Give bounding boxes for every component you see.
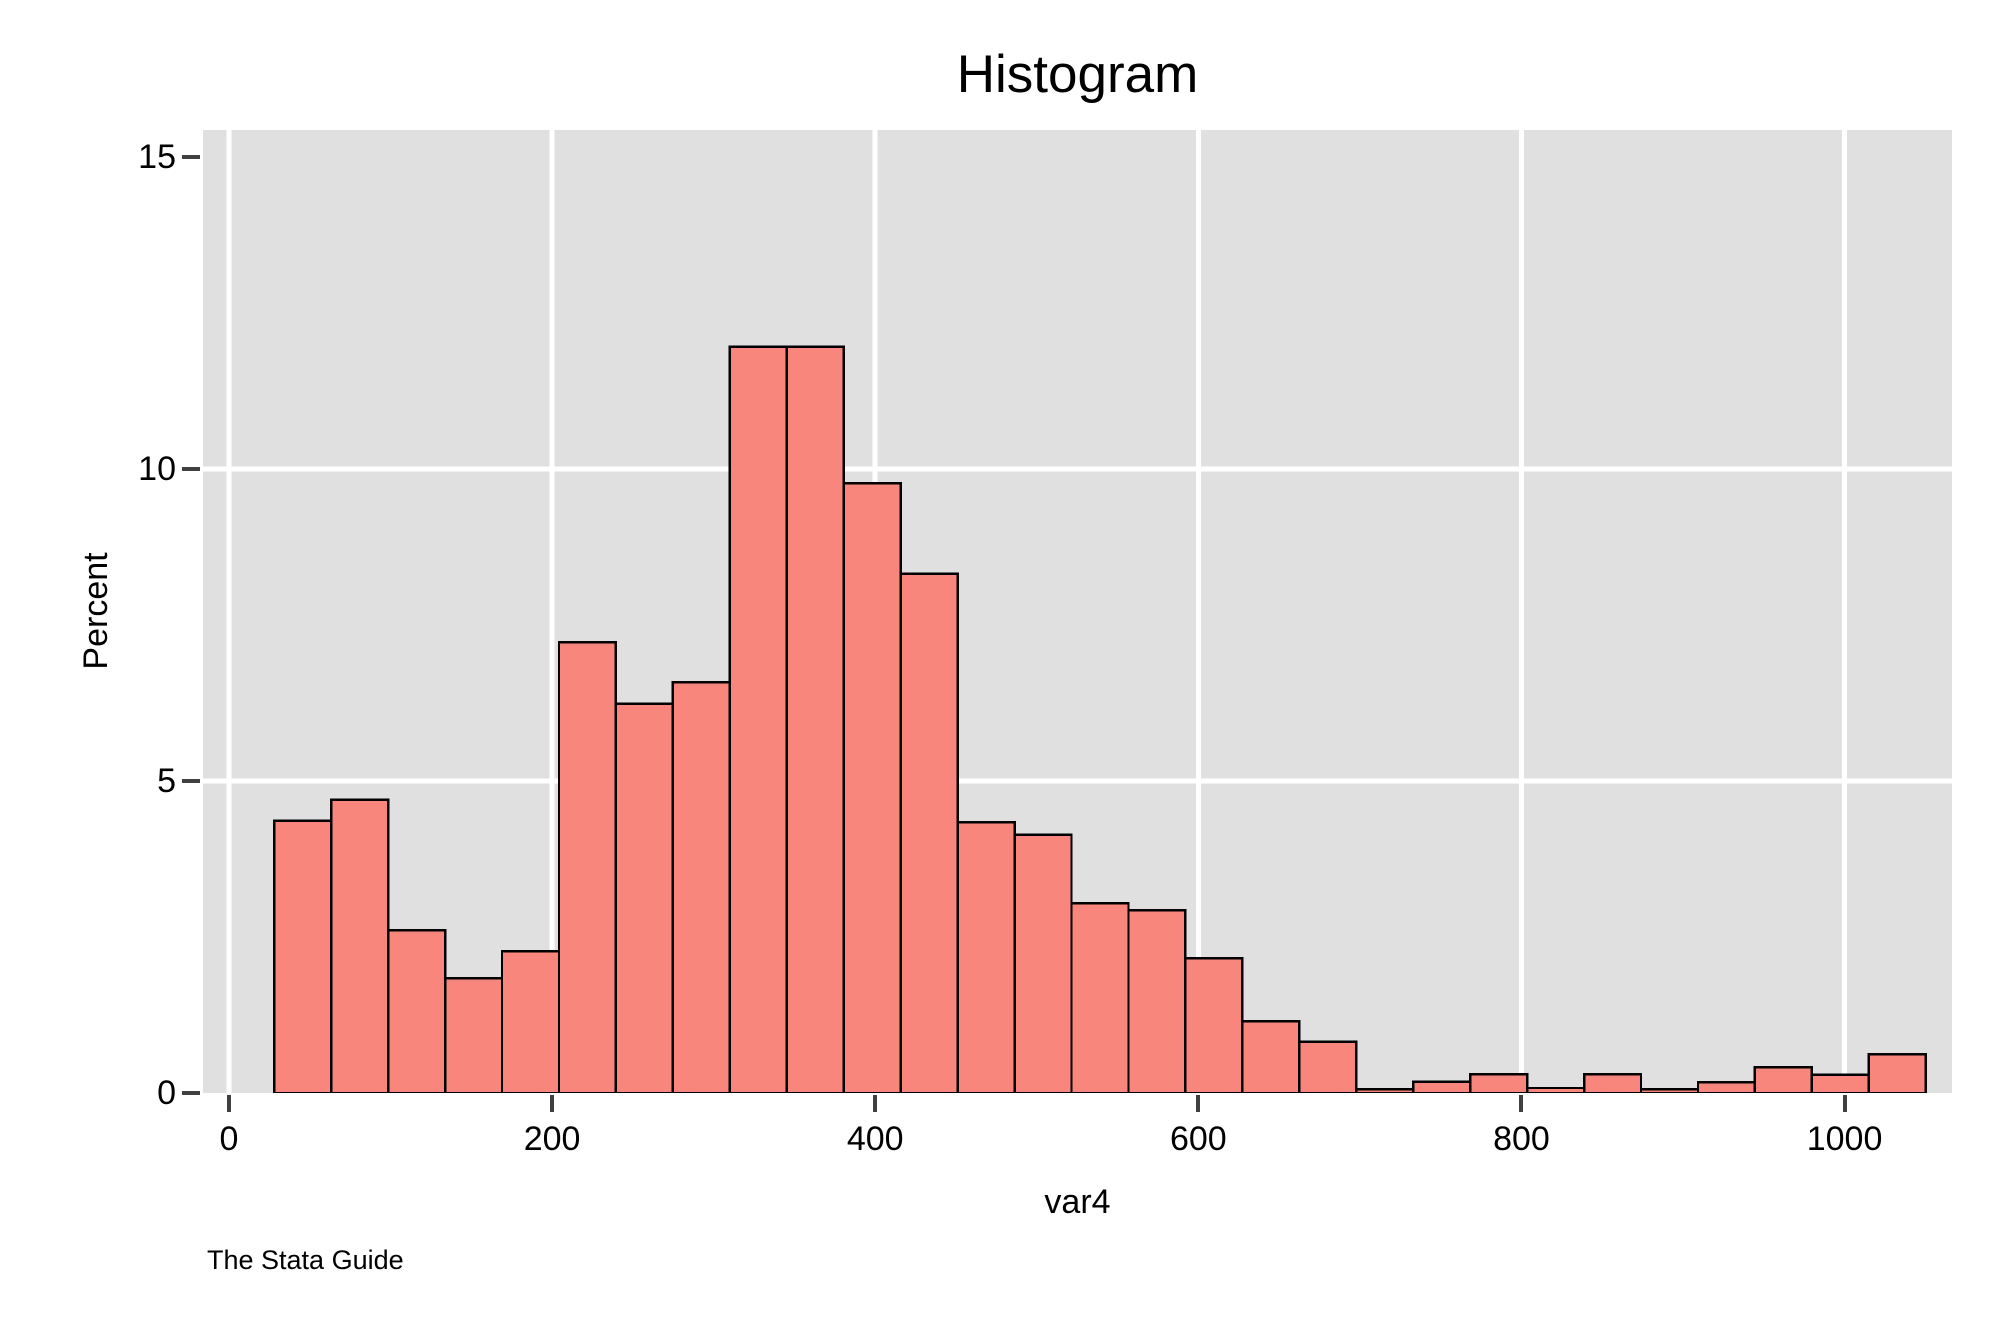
histogram-bar (1525, 1086, 1586, 1093)
histogram-bar (329, 798, 390, 1093)
histogram-bar (728, 345, 788, 1093)
histogram-bar (386, 928, 447, 1093)
x-tick-dash (1519, 1095, 1524, 1112)
y-axis-title: Percent (77, 552, 115, 670)
x-tick-dash (1196, 1095, 1201, 1112)
chart-title: Histogram (956, 45, 1199, 104)
x-tick-label: 400 (846, 1120, 904, 1158)
x-tick-label: 1000 (1806, 1120, 1883, 1158)
y-tick-dash (182, 154, 200, 159)
histogram-bar (899, 572, 959, 1093)
histogram-bar (785, 345, 845, 1093)
histogram-bar (1184, 956, 1244, 1093)
x-tick-label: 800 (1493, 1120, 1550, 1158)
y-tick-label: 10 (138, 449, 176, 488)
histogram-bar (273, 819, 333, 1093)
histogram-bar (1867, 1053, 1927, 1093)
gridline-vertical (226, 130, 232, 1093)
plot-area (203, 130, 1952, 1093)
gridline-horizontal (203, 778, 1952, 784)
histogram-bar (1582, 1073, 1643, 1093)
x-tick-dash (550, 1095, 555, 1112)
x-tick-dash (873, 1095, 878, 1112)
histogram-bar (1468, 1073, 1529, 1093)
y-tick-label: 15 (138, 137, 176, 176)
x-tick-label: 200 (523, 1120, 581, 1158)
histogram-bar (443, 976, 504, 1093)
histogram-bar (1070, 902, 1130, 1093)
histogram-bar (1639, 1088, 1700, 1093)
caption: The Stata Guide (207, 1245, 404, 1275)
histogram-bar (557, 641, 618, 1093)
histogram-plot-svg (203, 130, 1952, 1093)
histogram-bar (1696, 1081, 1757, 1093)
gridline-vertical (1518, 130, 1524, 1093)
y-tick-label: 5 (157, 761, 176, 800)
gridline-vertical (549, 130, 555, 1093)
gridline-vertical (1842, 130, 1848, 1093)
histogram-bar (1355, 1088, 1415, 1093)
x-tick-label: 0 (219, 1120, 239, 1158)
histogram-bar (1810, 1073, 1870, 1093)
gridline-horizontal (203, 466, 1952, 472)
x-axis-title: var4 (1044, 1183, 1111, 1221)
histogram-bar (1013, 833, 1073, 1093)
gridline-vertical (1195, 130, 1201, 1093)
y-tick-dash (182, 778, 200, 783)
histogram-bar (842, 482, 902, 1093)
x-tick-label: 600 (1169, 1120, 1227, 1158)
y-tick-dash (182, 466, 200, 471)
x-tick-dash (227, 1095, 231, 1112)
histogram-bar (614, 702, 675, 1093)
y-tick-label: 0 (157, 1074, 176, 1112)
y-tick-dash (182, 1091, 200, 1095)
histogram-bar (671, 681, 732, 1093)
histogram-bar (1241, 1020, 1301, 1093)
histogram-bar (956, 820, 1016, 1093)
histogram-bar (1753, 1066, 1814, 1093)
histogram-bar (500, 950, 561, 1093)
x-tick-dash (1842, 1095, 1847, 1112)
histogram-bar (1412, 1080, 1472, 1093)
histogram-bar (1127, 908, 1187, 1093)
histogram-bar (1298, 1040, 1358, 1093)
